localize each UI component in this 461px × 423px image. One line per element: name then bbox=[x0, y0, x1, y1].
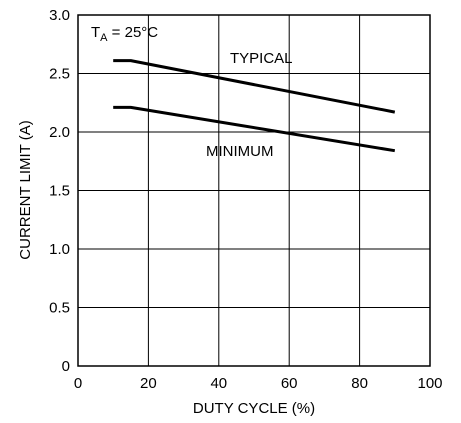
series-lines bbox=[113, 59, 396, 153]
grid bbox=[78, 15, 430, 366]
tick-labels: 0 20 40 60 80 100 0 0.5 1.0 1.5 2.0 2.5 3.0 bbox=[49, 7, 442, 392]
x-tick-label: 80 bbox=[351, 375, 368, 392]
series-line-typical bbox=[113, 59, 396, 114]
y-tick-label: 2.0 bbox=[49, 124, 70, 141]
y-tick-label: 3.0 bbox=[49, 7, 70, 24]
x-tick-label: 60 bbox=[281, 375, 298, 392]
x-tick-label: 40 bbox=[210, 375, 227, 392]
series-line-minimum bbox=[113, 105, 396, 153]
series-label-typical: TYPICAL bbox=[230, 50, 293, 67]
plot-frame bbox=[77, 14, 431, 367]
x-tick-label: 100 bbox=[417, 375, 442, 392]
x-tick-label: 0 bbox=[74, 375, 82, 392]
series-label-minimum: MINIMUM bbox=[206, 143, 274, 160]
y-tick-label: 2.5 bbox=[49, 66, 70, 83]
x-axis-label: DUTY CYCLE (%) bbox=[193, 400, 315, 417]
condition-label: TA = 25°C bbox=[91, 24, 158, 44]
y-tick-label: 0 bbox=[62, 358, 70, 375]
y-tick-label: 1.0 bbox=[49, 241, 70, 258]
y-tick-label: 1.5 bbox=[49, 183, 70, 200]
y-axis-label: CURRENT LIMIT (A) bbox=[17, 120, 34, 259]
x-tick-label: 20 bbox=[140, 375, 157, 392]
y-tick-label: 0.5 bbox=[49, 300, 70, 317]
